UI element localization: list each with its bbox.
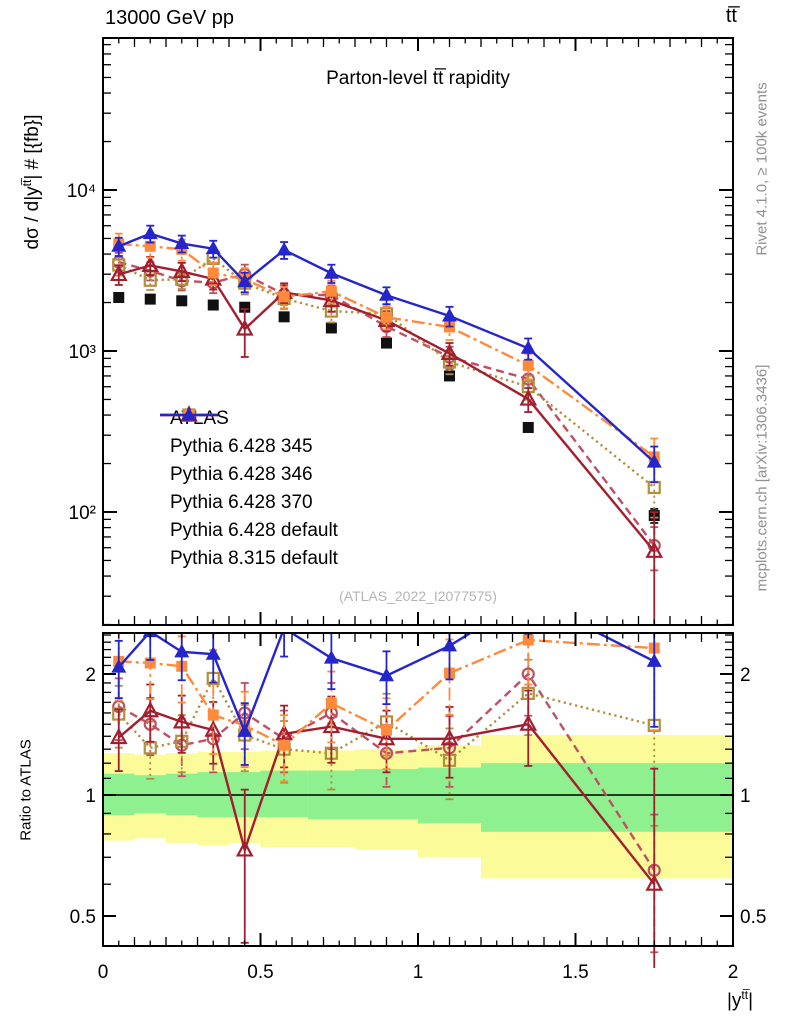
main-series-pythia-8-315-default: [111, 224, 662, 484]
legend-item-pythia-8315-default: Pythia 8.315 default: [158, 407, 338, 573]
ratio-series-pythia-8-315-default: [111, 633, 662, 766]
x-axis-label: |ytt̅|: [103, 988, 753, 1012]
legend-label: Pythia 6.428 default: [170, 520, 338, 541]
ratio-y-tick-label-right: 2: [740, 665, 751, 686]
legend-item-pythia-6428-default: Pythia 6.428 default: [158, 409, 338, 545]
ratio-y-tick-label-left: 0.5: [70, 907, 96, 928]
rivet-version-note: Rivet 4.1.0, ≥ 100k events: [753, 82, 771, 256]
band-green: [481, 763, 576, 832]
mcplots-reference-note: mcplots.cern.ch [arXiv:1306.3436]: [753, 364, 771, 592]
main-y-axis-label: dσ / d|ytt̅| # [{fb}]: [20, 115, 44, 250]
main-y-tick-label: 10³: [69, 342, 96, 363]
x-axis-label-pre: |y: [726, 990, 742, 1012]
legend-label: Pythia 6.428 345: [170, 436, 313, 457]
x-tick-label: 0: [98, 962, 109, 983]
ratio-uncertainty-bands: [103, 735, 733, 879]
plot-title: Parton-level tt̅ rapidity: [326, 68, 510, 89]
legend-marker-pythia-8315-default: [160, 407, 218, 421]
ratio-y-tick-label-right: 1: [740, 786, 751, 807]
ratio-y-axis-label: Ratio to ATLAS: [17, 739, 35, 841]
analysis-id-watermark: (ATLAS_2022_I2077575): [339, 588, 497, 604]
legend-label: Pythia 6.428 370: [170, 492, 313, 513]
legend-item-pythia-6428-345: Pythia 6.428 345: [158, 408, 338, 461]
ratio-y-tick-label-left: 2: [85, 665, 96, 686]
ratio-y-tick-label-left: 1: [85, 786, 96, 807]
legend-item-pythia-6428-346: Pythia 6.428 346: [158, 408, 338, 489]
x-axis-label-sup: tt̅: [741, 988, 749, 1002]
ratio-series-pythia-6-428-370: [109, 683, 664, 968]
band-green: [355, 769, 418, 820]
tick-labels: 10⁴ 10³ 10² 2 2 1 1 0.5 0.5 0 0.5 1 1.5 2: [67, 181, 767, 983]
main-y-tick-label: 10⁴: [67, 181, 96, 202]
legend-label: Pythia 8.315 default: [170, 548, 338, 569]
x-tick-label: 2: [728, 962, 739, 983]
main-y-axis-label-post: | # [{fb}]: [22, 114, 44, 180]
legend: ATLAS Pythia 6.428 345 Pythia 6.428 346 …: [158, 405, 338, 573]
axes-frames: [102, 37, 734, 947]
x-tick-label: 1: [413, 962, 424, 983]
x-axis-label-post: |: [748, 990, 753, 1012]
main-y-tick-label: 10²: [69, 503, 96, 524]
main-y-axis-label-sup: tt̅: [19, 179, 34, 187]
legend-item-pythia-6428-370: Pythia 6.428 370: [158, 405, 338, 517]
x-tick-label: 0.5: [247, 962, 273, 983]
band-green: [260, 770, 308, 818]
main-y-axis-label-pre: dσ / d|y: [22, 186, 44, 250]
ratio-y-tick-label-right: 0.5: [740, 907, 766, 928]
legend-label: Pythia 6.428 346: [170, 464, 313, 485]
process-label: tt̅: [725, 5, 737, 27]
beam-energy-label: 13000 GeV pp: [105, 7, 234, 29]
x-tick-label: 1.5: [562, 962, 588, 983]
